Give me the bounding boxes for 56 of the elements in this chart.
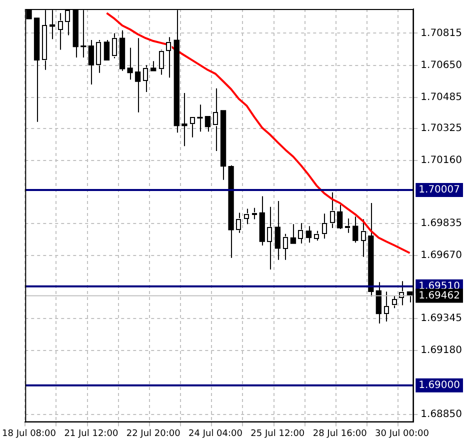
candlestick	[150, 60, 156, 72]
y-tick-label: 1.69835	[420, 218, 462, 229]
candlestick	[344, 218, 350, 234]
candlestick	[57, 12, 63, 50]
y-tick-label: 1.70650	[420, 60, 462, 71]
ref-line-label: 1.69000	[418, 380, 460, 391]
y-tick-label: 1.68850	[420, 409, 462, 420]
x-tick-label: 22 Jul 20:00	[126, 428, 181, 439]
candlestick	[212, 88, 218, 152]
candlestick	[298, 222, 304, 244]
candlestick	[158, 49, 164, 76]
candlestick	[96, 40, 102, 74]
candlestick	[384, 291, 390, 322]
y-tick-label: 1.70485	[420, 92, 462, 103]
candlestick	[352, 216, 358, 244]
x-tick-label: 18 Jul 08:00	[2, 428, 56, 439]
candlestick	[376, 282, 382, 324]
candlestick	[189, 116, 196, 138]
y-tick-label: 1.69180	[420, 345, 462, 356]
y-tick-label: 1.70815	[420, 28, 462, 39]
candlestick	[204, 116, 211, 132]
candlestick	[142, 64, 148, 93]
candlestick	[360, 218, 366, 258]
x-tick-label: 21 Jul 12:00	[64, 428, 118, 439]
candlestick	[274, 200, 280, 260]
candlestick	[282, 233, 288, 260]
ref-line-label: 1.70007	[418, 184, 460, 196]
candlestick	[244, 208, 250, 225]
y-tick-label: 1.70325	[420, 122, 462, 134]
x-tick-label: 28 Jul 16:00	[312, 428, 368, 439]
x-tick-label: 24 Jul 04:00	[188, 428, 243, 439]
candlestick	[290, 224, 296, 244]
candlestick	[166, 36, 172, 78]
candlestick	[314, 230, 320, 242]
candlestick	[127, 47, 133, 80]
candlestick	[88, 40, 94, 85]
y-tick-label: 1.69670	[420, 250, 462, 261]
candlestick	[267, 206, 273, 270]
candlestick	[391, 295, 398, 309]
candlestick	[182, 92, 188, 147]
candlestick	[337, 204, 343, 230]
ref-line-label: 1.69462	[418, 290, 460, 302]
candlestick	[112, 32, 118, 59]
candlestick	[236, 212, 242, 234]
candlestick	[134, 38, 141, 113]
x-tick-label: 30 Jul 00:00	[375, 428, 430, 439]
y-tick-label: 1.70160	[420, 154, 462, 166]
y-tick-label: 1.69345	[420, 313, 462, 324]
ref-line-label: 1.69510	[418, 281, 460, 292]
candlestick	[399, 280, 405, 306]
candlestick	[306, 226, 312, 244]
candlestick	[104, 40, 110, 61]
x-tick-label: 25 Jul 12:00	[250, 428, 305, 439]
candlestick	[197, 104, 203, 132]
candlestick	[321, 213, 328, 240]
candlestick	[329, 192, 335, 229]
